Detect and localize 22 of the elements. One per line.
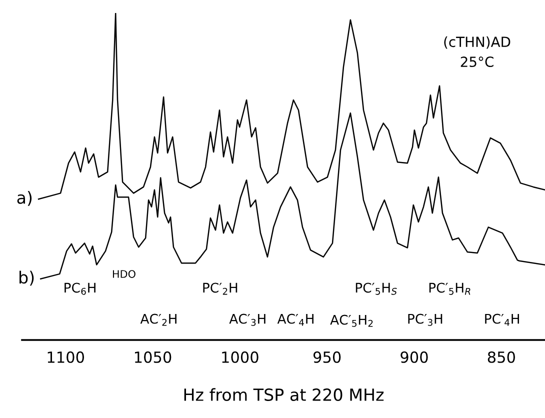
series-label: a) [17,191,32,206]
x-tick-label: 900 [400,351,428,363]
annotation: 25°C [460,56,494,68]
annotation: AC′$_{5}$H$_{2}$ [330,314,373,327]
x-tick-label: 1000 [222,351,258,363]
annotation: AC′$_{4}$H [277,314,314,326]
x-axis-title: Hz from TSP at 220 MHz [184,388,384,402]
annotation: PC′$_{4}$H [485,314,519,326]
x-tick-label: 950 [313,351,341,363]
series-label: b) [20,270,34,286]
annotation: PC$_{6}$H [64,282,96,295]
x-tick-label: 850 [488,351,515,363]
x-tick-label: 1050 [134,351,172,363]
annotation: PC′$_{3}$H [408,314,442,326]
annotation: HDO [112,270,136,278]
annotation: PC′$_{5}$H$_{S}$ [356,282,397,295]
annotation: AC′$_{3}$H [229,314,266,326]
annotation: PC′$_{5}$H$_{R}$ [429,282,470,295]
annotation: AC′$_{2}$H [140,314,176,326]
annotation: PC′$_{2}$H [203,282,238,295]
annotation: (cTHN)AD [444,36,510,49]
x-tick-label: 1100 [48,351,84,363]
